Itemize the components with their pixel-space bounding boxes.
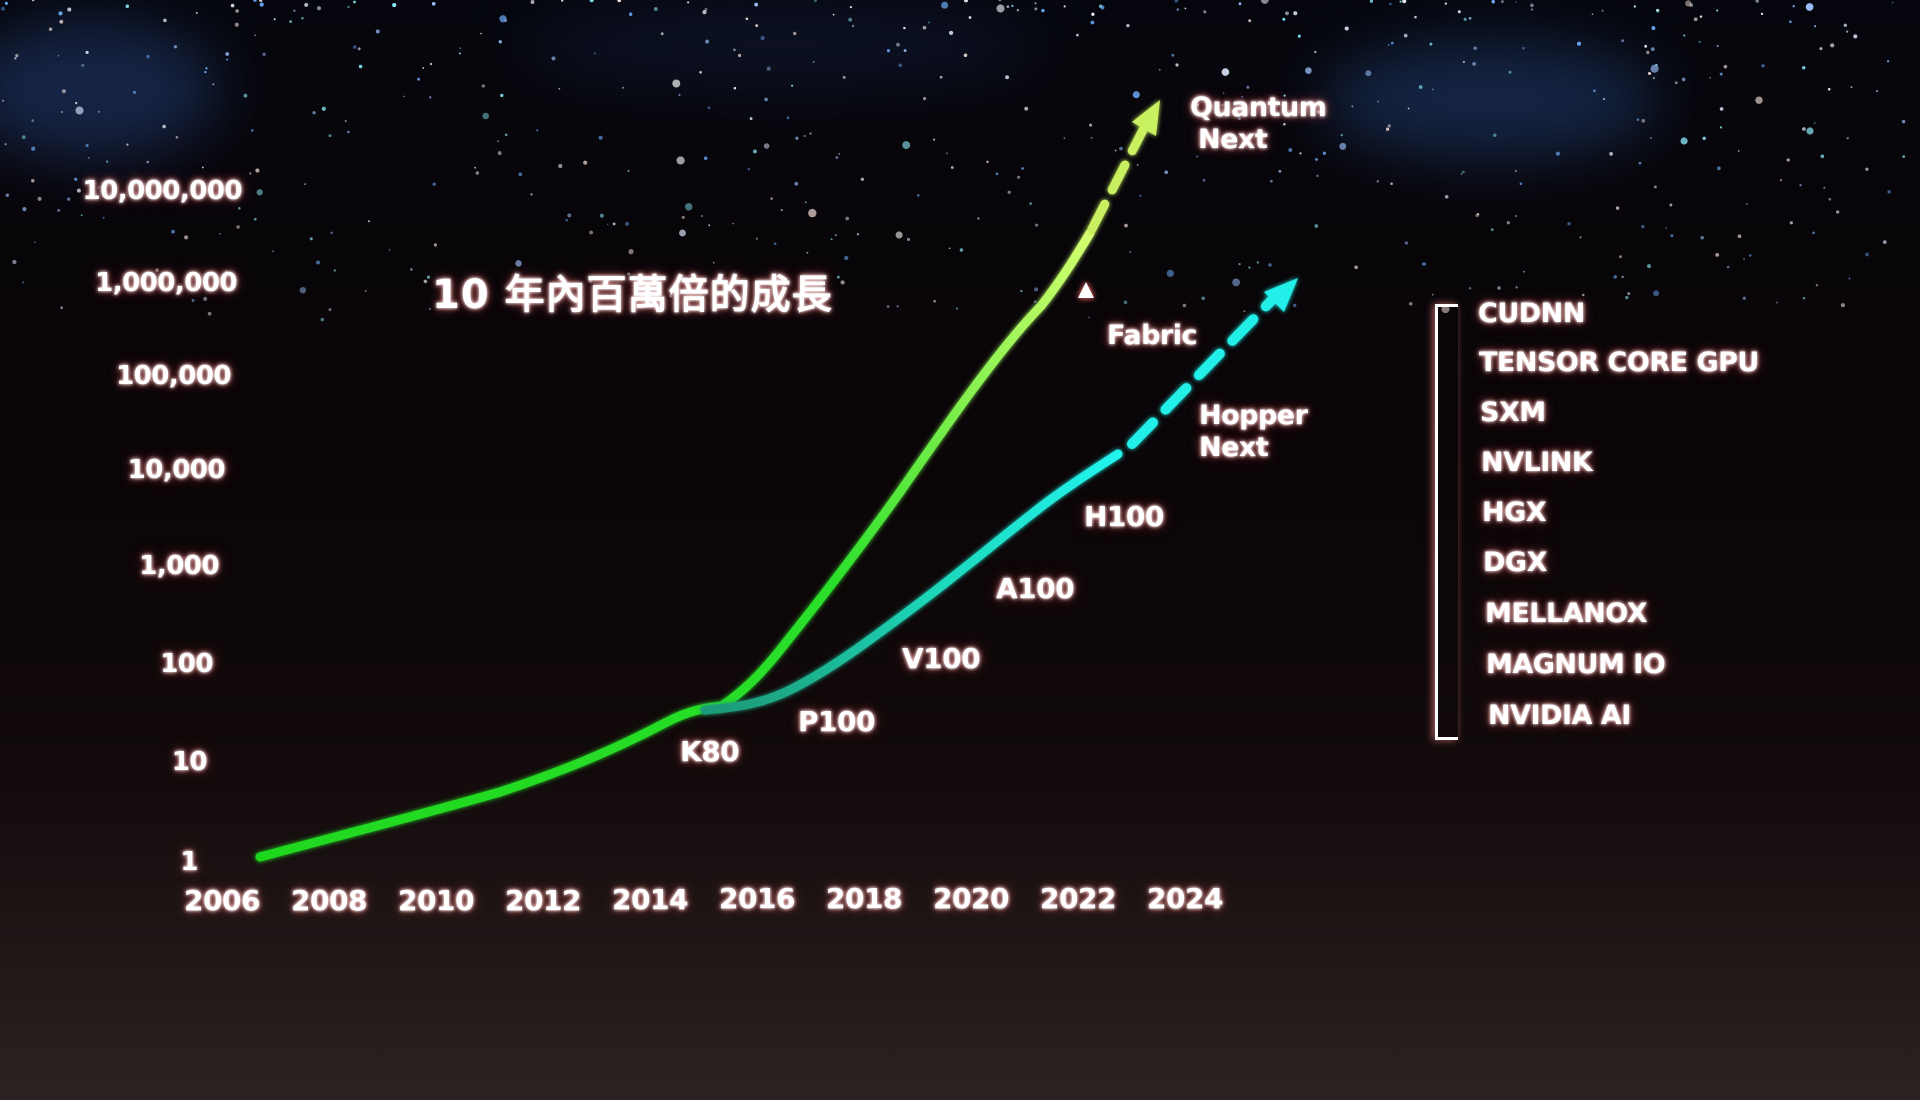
stack-item-cudnn: CUDNN <box>1478 298 1585 329</box>
fabric-arrowhead-icon <box>1078 282 1094 298</box>
green-growth-curve <box>255 228 1095 862</box>
gpu-label-v100: V100 <box>902 642 981 675</box>
hopper-next-arrowhead-icon <box>1264 278 1298 312</box>
stack-item-hgx: HGX <box>1482 497 1547 528</box>
stack-item-nvlink: NVLINK <box>1481 447 1593 478</box>
gpu-label-p100: P100 <box>798 705 875 738</box>
quantum-next-arrowhead-icon <box>1132 100 1160 136</box>
hopper-next-line2: Next <box>1199 432 1269 463</box>
x-tick-2022: 2022 <box>1040 882 1116 915</box>
x-tick-2014: 2014 <box>612 883 688 916</box>
hopper-next-label: Hopper Next <box>1199 400 1308 464</box>
stack-list-bracket <box>1435 304 1458 740</box>
x-tick-2020: 2020 <box>933 882 1009 915</box>
y-tick-1000000: 1,000,000 <box>95 268 237 298</box>
gpu-label-a100: A100 <box>996 572 1075 605</box>
gpu-label-k80: K80 <box>680 735 740 768</box>
y-tick-10000000: 10,000,000 <box>82 176 243 206</box>
fabric-label: Fabric <box>1107 320 1197 351</box>
y-tick-100: 100 <box>160 649 213 679</box>
x-tick-2018: 2018 <box>826 882 902 915</box>
stack-item-nvidia-ai: NVIDIA AI <box>1488 700 1631 731</box>
x-tick-2012: 2012 <box>505 884 581 917</box>
x-tick-2008: 2008 <box>291 884 367 917</box>
quantum-next-label: Quantum Next <box>1190 92 1327 156</box>
x-tick-2016: 2016 <box>719 882 795 915</box>
stack-item-tensor-core-gpu: TENSOR CORE GPU <box>1479 347 1759 378</box>
gpu-label-h100: H100 <box>1084 500 1164 533</box>
stack-item-mellanox: MELLANOX <box>1485 598 1648 629</box>
x-tick-2024: 2024 <box>1147 882 1223 915</box>
chart-title: 10 年內百萬倍的成長 <box>432 272 833 318</box>
y-tick-1: 1 <box>180 847 198 877</box>
cyan-gpu-curve <box>700 449 1123 715</box>
quantum-next-line2: Next <box>1198 124 1268 155</box>
green-projection-dashed <box>1087 123 1149 234</box>
stack-item-dgx: DGX <box>1483 547 1547 578</box>
hopper-next-line1: Hopper <box>1199 400 1308 431</box>
quantum-next-line1: Quantum <box>1190 92 1327 123</box>
cyan-projection-dashed <box>1127 295 1277 449</box>
y-tick-100000: 100,000 <box>116 361 231 391</box>
y-tick-1000: 1,000 <box>139 551 219 581</box>
y-tick-10: 10 <box>171 747 208 777</box>
stack-item-magnum-io: MAGNUM IO <box>1486 649 1666 680</box>
x-tick-2010: 2010 <box>398 884 474 917</box>
x-tick-2006: 2006 <box>184 884 260 917</box>
y-tick-10000: 10,000 <box>127 455 226 485</box>
stack-item-sxm: SXM <box>1480 397 1546 428</box>
